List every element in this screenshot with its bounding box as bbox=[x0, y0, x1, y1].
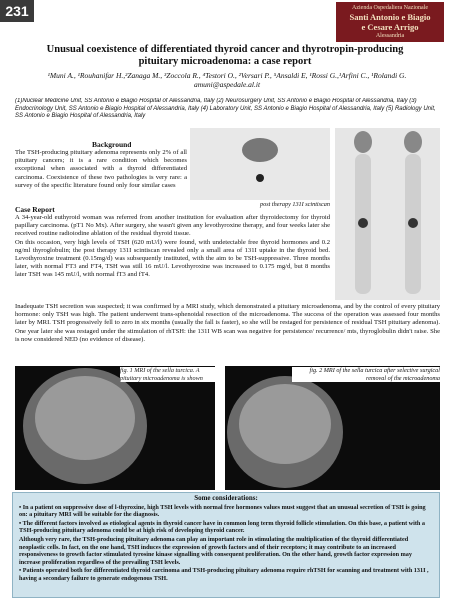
authors: ¹Muni A., ¹Rouhanifar H.,²Zanaga M., ³Zo… bbox=[47, 71, 407, 89]
mri-image bbox=[225, 366, 440, 490]
logo-line: Santi Antonio e Biagio bbox=[349, 12, 431, 22]
hospital-logo: Azienda Ospedaliera Nazionale Santi Anto… bbox=[336, 2, 444, 42]
uptake bbox=[358, 218, 368, 228]
whole-body-scan bbox=[335, 128, 440, 300]
body-outline bbox=[404, 131, 422, 153]
figure-caption: fig. 2 MRI of the sella turcica after se… bbox=[292, 367, 440, 382]
uptake bbox=[408, 218, 418, 228]
poster-title: Unusual coexistence of differentiated th… bbox=[46, 44, 404, 67]
paragraph: A 34-year-old euthyroid woman was referr… bbox=[15, 214, 330, 238]
scintiscan-head bbox=[190, 128, 330, 200]
mri-image bbox=[15, 366, 215, 490]
affiliations: (1)Nuclear Medicine Unit, SS Antonio e B… bbox=[15, 98, 436, 119]
section-heading: Case Report bbox=[15, 205, 55, 214]
logo-line: Azienda Ospedaliera Nazionale bbox=[352, 5, 428, 11]
body-outline bbox=[354, 131, 372, 153]
consideration: • In a patient on suppressive dose of l-… bbox=[19, 503, 426, 519]
uptake bbox=[242, 138, 278, 162]
consideration: Although very rare, the TSH-producing pi… bbox=[19, 535, 412, 566]
figure-caption: post therapy 131I scintiscan bbox=[260, 201, 330, 208]
paragraph: On this occasion, very high levels of TS… bbox=[15, 238, 330, 279]
considerations-box: Some considerations: • In a patient on s… bbox=[12, 492, 440, 598]
background-text: The TSH-producing pituitary adenoma repr… bbox=[15, 149, 187, 189]
section-heading: Background bbox=[92, 140, 132, 149]
brain bbox=[35, 376, 135, 460]
box-heading: Some considerations: bbox=[194, 494, 258, 502]
brain bbox=[239, 384, 331, 464]
case-report-text: Inadequate TSH secretion was suspected; … bbox=[15, 303, 440, 365]
case-report-text: A 34-year-old euthyroid woman was referr… bbox=[15, 214, 330, 302]
logo-line: e Cesare Arrigo bbox=[361, 22, 419, 32]
poster-number: 231 bbox=[0, 0, 34, 22]
figure-caption: fig. 1 MRI of the sella turcica. A pitui… bbox=[120, 367, 215, 382]
logo-line: Alessandria bbox=[375, 33, 405, 39]
consideration: • Patients operated both for differentia… bbox=[19, 567, 429, 582]
uptake bbox=[256, 174, 264, 182]
consideration: • The different factors involved as etio… bbox=[19, 519, 426, 535]
paragraph: Inadequate TSH secretion was suspected; … bbox=[15, 303, 440, 343]
image-bg bbox=[335, 128, 440, 300]
